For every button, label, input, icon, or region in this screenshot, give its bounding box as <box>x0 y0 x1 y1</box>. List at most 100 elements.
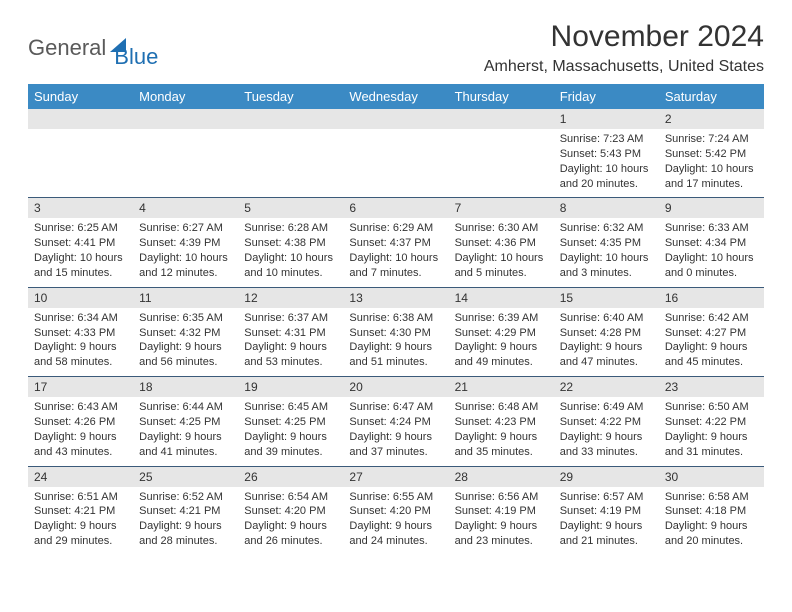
sunrise-text: Sunrise: 6:49 AM <box>560 400 653 415</box>
day-number: 1 <box>554 109 659 129</box>
sunset-text: Sunset: 4:41 PM <box>34 236 127 251</box>
sunset-text: Sunset: 4:37 PM <box>349 236 442 251</box>
sunset-text: Sunset: 4:24 PM <box>349 415 442 430</box>
calendar-day-cell <box>449 109 554 198</box>
day-number: 8 <box>554 198 659 218</box>
calendar-day-cell: 16Sunrise: 6:42 AMSunset: 4:27 PMDayligh… <box>659 287 764 376</box>
daylight-text: Daylight: 9 hours and 37 minutes. <box>349 430 442 460</box>
sunset-text: Sunset: 4:21 PM <box>34 504 127 519</box>
sunset-text: Sunset: 5:42 PM <box>665 147 758 162</box>
day-number: 7 <box>449 198 554 218</box>
calendar-day-cell: 1Sunrise: 7:23 AMSunset: 5:43 PMDaylight… <box>554 109 659 198</box>
day-detail: Sunrise: 6:32 AMSunset: 4:35 PMDaylight:… <box>554 218 659 286</box>
sunrise-text: Sunrise: 6:58 AM <box>665 490 758 505</box>
day-number: 26 <box>238 467 343 487</box>
day-detail: Sunrise: 6:30 AMSunset: 4:36 PMDaylight:… <box>449 218 554 286</box>
sunrise-text: Sunrise: 6:25 AM <box>34 221 127 236</box>
daylight-text: Daylight: 10 hours and 7 minutes. <box>349 251 442 281</box>
calendar-day-cell: 14Sunrise: 6:39 AMSunset: 4:29 PMDayligh… <box>449 287 554 376</box>
day-detail: Sunrise: 6:48 AMSunset: 4:23 PMDaylight:… <box>449 397 554 465</box>
calendar-day-cell: 28Sunrise: 6:56 AMSunset: 4:19 PMDayligh… <box>449 466 554 555</box>
calendar-table: Sunday Monday Tuesday Wednesday Thursday… <box>28 84 764 555</box>
sunset-text: Sunset: 4:22 PM <box>560 415 653 430</box>
day-header: Tuesday <box>238 84 343 109</box>
day-header: Sunday <box>28 84 133 109</box>
sunset-text: Sunset: 4:23 PM <box>455 415 548 430</box>
day-header-row: Sunday Monday Tuesday Wednesday Thursday… <box>28 84 764 109</box>
day-number: 4 <box>133 198 238 218</box>
calendar-day-cell: 20Sunrise: 6:47 AMSunset: 4:24 PMDayligh… <box>343 377 448 466</box>
day-number: 30 <box>659 467 764 487</box>
calendar-day-cell: 27Sunrise: 6:55 AMSunset: 4:20 PMDayligh… <box>343 466 448 555</box>
day-number: 16 <box>659 288 764 308</box>
sunrise-text: Sunrise: 6:30 AM <box>455 221 548 236</box>
calendar-week-row: 24Sunrise: 6:51 AMSunset: 4:21 PMDayligh… <box>28 466 764 555</box>
sunset-text: Sunset: 4:20 PM <box>349 504 442 519</box>
daylight-text: Daylight: 9 hours and 24 minutes. <box>349 519 442 549</box>
sunset-text: Sunset: 4:36 PM <box>455 236 548 251</box>
calendar-day-cell: 7Sunrise: 6:30 AMSunset: 4:36 PMDaylight… <box>449 198 554 287</box>
calendar-day-cell: 5Sunrise: 6:28 AMSunset: 4:38 PMDaylight… <box>238 198 343 287</box>
day-detail: Sunrise: 6:38 AMSunset: 4:30 PMDaylight:… <box>343 308 448 376</box>
day-detail: Sunrise: 6:27 AMSunset: 4:39 PMDaylight:… <box>133 218 238 286</box>
day-detail: Sunrise: 7:24 AMSunset: 5:42 PMDaylight:… <box>659 129 764 197</box>
calendar-day-cell: 12Sunrise: 6:37 AMSunset: 4:31 PMDayligh… <box>238 287 343 376</box>
daylight-text: Daylight: 9 hours and 28 minutes. <box>139 519 232 549</box>
calendar-week-row: 1Sunrise: 7:23 AMSunset: 5:43 PMDaylight… <box>28 109 764 198</box>
calendar-day-cell <box>343 109 448 198</box>
daylight-text: Daylight: 9 hours and 41 minutes. <box>139 430 232 460</box>
calendar-day-cell <box>28 109 133 198</box>
sunrise-text: Sunrise: 6:51 AM <box>34 490 127 505</box>
sunset-text: Sunset: 4:26 PM <box>34 415 127 430</box>
calendar-day-cell: 11Sunrise: 6:35 AMSunset: 4:32 PMDayligh… <box>133 287 238 376</box>
sunrise-text: Sunrise: 6:54 AM <box>244 490 337 505</box>
day-number <box>133 109 238 129</box>
daylight-text: Daylight: 9 hours and 23 minutes. <box>455 519 548 549</box>
calendar-day-cell: 23Sunrise: 6:50 AMSunset: 4:22 PMDayligh… <box>659 377 764 466</box>
daylight-text: Daylight: 10 hours and 10 minutes. <box>244 251 337 281</box>
day-detail: Sunrise: 6:42 AMSunset: 4:27 PMDaylight:… <box>659 308 764 376</box>
day-number: 5 <box>238 198 343 218</box>
logo-text-part1: General <box>28 35 106 61</box>
calendar-day-cell: 2Sunrise: 7:24 AMSunset: 5:42 PMDaylight… <box>659 109 764 198</box>
day-detail: Sunrise: 6:50 AMSunset: 4:22 PMDaylight:… <box>659 397 764 465</box>
sunset-text: Sunset: 5:43 PM <box>560 147 653 162</box>
sunrise-text: Sunrise: 6:35 AM <box>139 311 232 326</box>
sunrise-text: Sunrise: 6:42 AM <box>665 311 758 326</box>
day-number: 22 <box>554 377 659 397</box>
calendar-day-cell: 3Sunrise: 6:25 AMSunset: 4:41 PMDaylight… <box>28 198 133 287</box>
logo-text-part2: Blue <box>114 44 158 70</box>
calendar-day-cell: 17Sunrise: 6:43 AMSunset: 4:26 PMDayligh… <box>28 377 133 466</box>
daylight-text: Daylight: 9 hours and 35 minutes. <box>455 430 548 460</box>
day-number <box>449 109 554 129</box>
sunrise-text: Sunrise: 6:57 AM <box>560 490 653 505</box>
day-detail: Sunrise: 6:51 AMSunset: 4:21 PMDaylight:… <box>28 487 133 555</box>
daylight-text: Daylight: 9 hours and 53 minutes. <box>244 340 337 370</box>
day-number: 18 <box>133 377 238 397</box>
sunset-text: Sunset: 4:18 PM <box>665 504 758 519</box>
day-number: 28 <box>449 467 554 487</box>
day-number: 15 <box>554 288 659 308</box>
day-number <box>28 109 133 129</box>
daylight-text: Daylight: 9 hours and 21 minutes. <box>560 519 653 549</box>
calendar-day-cell: 30Sunrise: 6:58 AMSunset: 4:18 PMDayligh… <box>659 466 764 555</box>
calendar-day-cell: 9Sunrise: 6:33 AMSunset: 4:34 PMDaylight… <box>659 198 764 287</box>
sunset-text: Sunset: 4:20 PM <box>244 504 337 519</box>
day-detail: Sunrise: 6:52 AMSunset: 4:21 PMDaylight:… <box>133 487 238 555</box>
day-detail: Sunrise: 6:58 AMSunset: 4:18 PMDaylight:… <box>659 487 764 555</box>
day-number: 12 <box>238 288 343 308</box>
sunrise-text: Sunrise: 6:44 AM <box>139 400 232 415</box>
day-detail: Sunrise: 6:34 AMSunset: 4:33 PMDaylight:… <box>28 308 133 376</box>
calendar-day-cell: 19Sunrise: 6:45 AMSunset: 4:25 PMDayligh… <box>238 377 343 466</box>
day-detail: Sunrise: 6:33 AMSunset: 4:34 PMDaylight:… <box>659 218 764 286</box>
sunrise-text: Sunrise: 6:56 AM <box>455 490 548 505</box>
day-header: Monday <box>133 84 238 109</box>
calendar-day-cell: 15Sunrise: 6:40 AMSunset: 4:28 PMDayligh… <box>554 287 659 376</box>
daylight-text: Daylight: 10 hours and 15 minutes. <box>34 251 127 281</box>
day-header: Thursday <box>449 84 554 109</box>
sunset-text: Sunset: 4:25 PM <box>244 415 337 430</box>
day-number: 27 <box>343 467 448 487</box>
day-number: 9 <box>659 198 764 218</box>
sunset-text: Sunset: 4:28 PM <box>560 326 653 341</box>
sunset-text: Sunset: 4:22 PM <box>665 415 758 430</box>
